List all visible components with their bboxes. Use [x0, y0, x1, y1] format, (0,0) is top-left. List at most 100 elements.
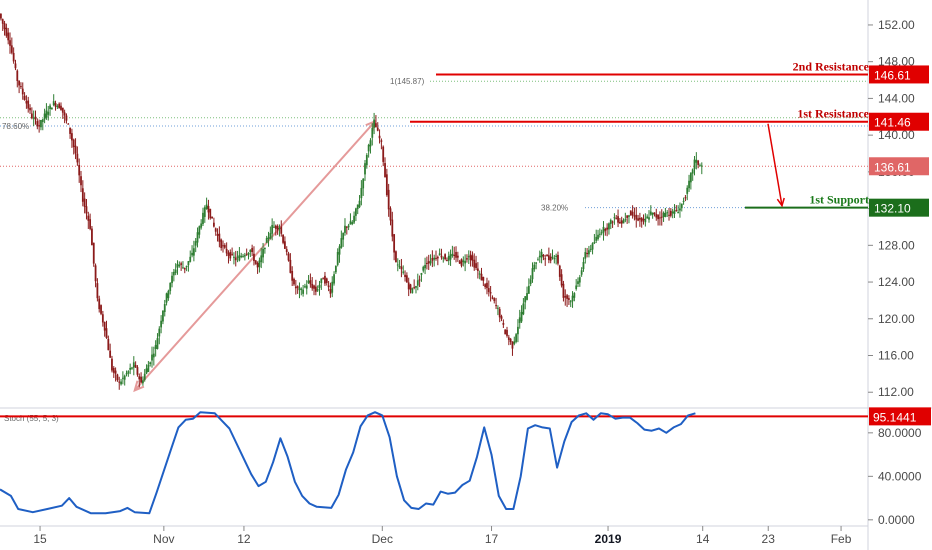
candle-body [29, 107, 31, 111]
candle-body [243, 255, 246, 257]
candle-body [405, 275, 408, 283]
candle-body [327, 285, 330, 288]
candle-body [542, 254, 545, 257]
candle-body [482, 276, 485, 281]
candle-body [447, 255, 450, 261]
candle-body [258, 260, 261, 268]
candle-body [162, 310, 164, 322]
candle-body [209, 208, 212, 219]
candle-body [271, 225, 274, 234]
candle-body [222, 245, 224, 247]
last-price-tag-text: 136.61 [874, 160, 911, 174]
candle-body [112, 367, 115, 373]
candle-body [395, 251, 397, 263]
candle-body [41, 119, 44, 123]
candle-body [154, 344, 157, 349]
fibonacci-levels: 1(145.87) 38.20% 78.60% [0, 77, 868, 393]
projection-arrow-line [767, 123, 783, 206]
candle-body [679, 208, 681, 211]
candle-body [0, 13, 2, 19]
candle-body [269, 233, 272, 239]
candle-body [593, 242, 596, 244]
candle-body [58, 103, 61, 109]
candle-body [557, 254, 559, 264]
candle-body [32, 117, 35, 119]
price-tick-label: 120.00 [878, 312, 915, 326]
price-tick-label: 144.00 [878, 91, 915, 105]
candle-body [18, 80, 21, 86]
candle-body [480, 273, 483, 281]
resistance-tag-text: 141.46 [874, 116, 911, 130]
candle-body [642, 218, 645, 221]
candle-body [677, 212, 680, 214]
candle-body [23, 95, 26, 100]
projection-arrow-head [776, 197, 785, 208]
candle-body [455, 252, 457, 258]
candle-body [453, 254, 456, 257]
candle-body [507, 337, 510, 340]
candle-body [287, 253, 290, 261]
candle-body [38, 125, 41, 127]
candle-body [407, 282, 410, 290]
candle-body [637, 218, 639, 221]
candle-body [205, 204, 208, 210]
candle-body [214, 228, 217, 232]
candle-body [351, 222, 354, 224]
stoch-tick-label: 80.0000 [878, 426, 922, 440]
candle-body [653, 212, 656, 214]
candle-body [527, 285, 530, 294]
candle-body [94, 265, 97, 282]
candle-body [466, 258, 468, 260]
candle-body [56, 106, 59, 108]
candle-body [178, 264, 181, 266]
candle-body [147, 364, 150, 373]
candle-body [298, 287, 301, 291]
candle-body [440, 255, 443, 258]
candle-body [83, 198, 86, 207]
candle-body [586, 253, 589, 255]
candle-body [562, 283, 565, 298]
candle-body [1, 19, 4, 24]
candle-body [118, 381, 121, 383]
candle-body [429, 260, 432, 264]
candle-body [391, 219, 394, 237]
candle-body [478, 273, 481, 275]
support-label: 1st Support [809, 193, 869, 207]
candle-body [664, 212, 667, 217]
candle-body [65, 115, 68, 121]
candle-body [218, 233, 221, 242]
candle-body [353, 215, 355, 223]
candle-body [597, 234, 599, 240]
candle-body [544, 258, 547, 260]
candle-body [331, 281, 334, 293]
time-tick-label: Dec [372, 532, 393, 546]
candle-body [267, 237, 270, 240]
candle-body [176, 264, 179, 268]
candle-body [446, 260, 448, 262]
candle-body [196, 232, 199, 243]
candle-body [240, 255, 243, 257]
candle-body [183, 267, 186, 270]
candle-body [291, 271, 294, 281]
candle-body [30, 113, 33, 119]
price-tick-label: 116.00 [878, 349, 914, 363]
candle-body [657, 215, 659, 220]
candle-body [100, 305, 102, 314]
candle-body [80, 176, 82, 186]
candle-body [200, 223, 203, 228]
candle-body [384, 163, 386, 178]
candle-body [580, 270, 583, 275]
candle-body [149, 362, 152, 365]
candle-body [98, 298, 101, 310]
candle-body [471, 255, 474, 261]
support-tag [869, 198, 929, 217]
candle-body [684, 197, 687, 199]
candle-body [426, 262, 428, 264]
candle-body [71, 133, 73, 141]
candle-body [378, 135, 381, 139]
candle-body [307, 280, 310, 283]
candle-body [107, 338, 110, 351]
candle-body [624, 219, 627, 221]
time-tick-label: 14 [696, 532, 710, 546]
